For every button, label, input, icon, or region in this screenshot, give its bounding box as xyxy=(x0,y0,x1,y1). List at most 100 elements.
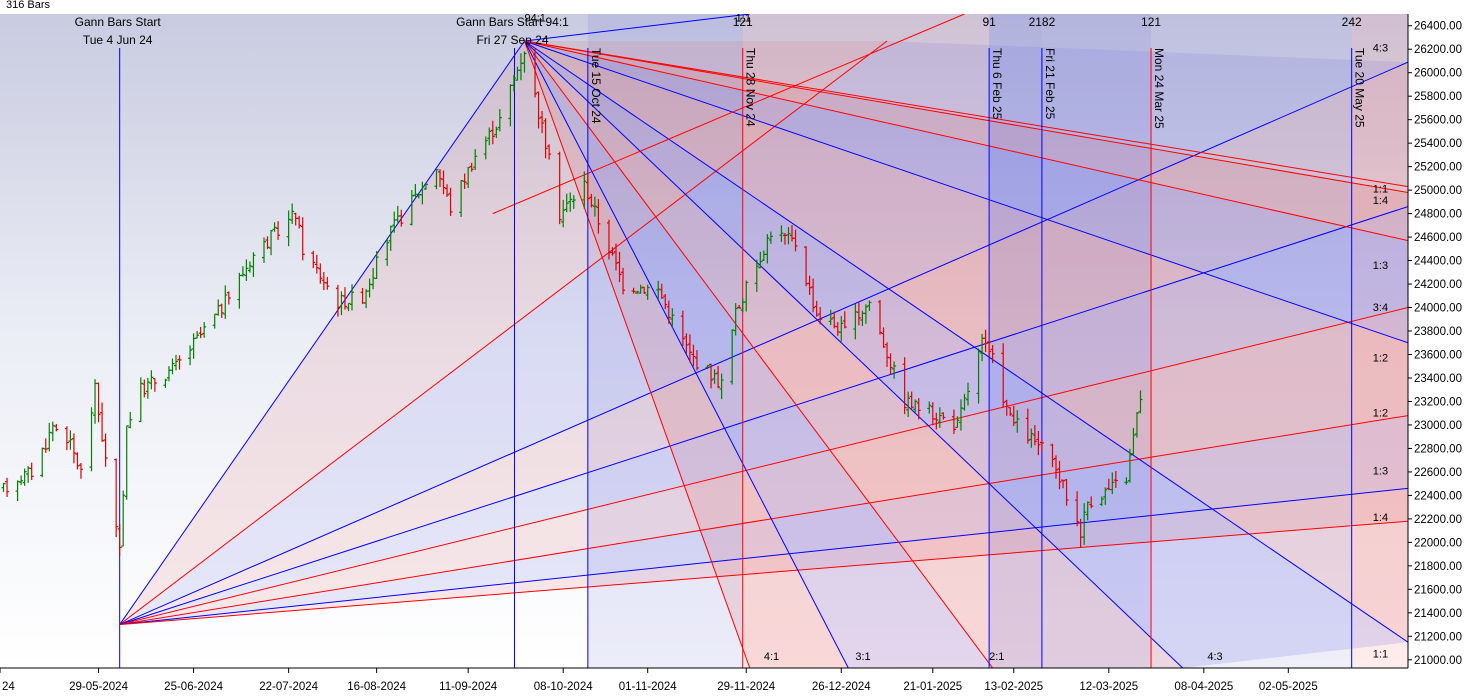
ohlc-bar xyxy=(1124,477,1129,485)
y-tick-label: 22600.00 xyxy=(1414,467,1462,479)
ohlc-bar xyxy=(265,236,270,250)
y-tick-label: 26000.00 xyxy=(1414,68,1462,80)
y-tick-label: 21600.00 xyxy=(1414,584,1462,596)
fan-ratio-label: 3:4 xyxy=(1373,302,1388,314)
ohlc-bar xyxy=(867,300,872,311)
bar-count-label: 121 xyxy=(733,15,753,29)
fan-june-line xyxy=(119,40,888,625)
ohlc-bar xyxy=(103,433,108,467)
y-tick-label: 23800.00 xyxy=(1414,326,1462,338)
ohlc-bar xyxy=(43,438,48,453)
ohlc-bar xyxy=(1075,491,1080,527)
ohlc-bar xyxy=(202,322,207,338)
ohlc-bar xyxy=(423,183,428,190)
ohlc-bar xyxy=(990,345,995,364)
ohlc-bar xyxy=(536,91,541,129)
ohlc-bar xyxy=(828,309,833,326)
ohlc-bar xyxy=(1085,501,1090,521)
fan-sep-line xyxy=(524,40,1408,242)
ohlc-bar xyxy=(589,193,594,208)
ohlc-bar xyxy=(494,126,499,139)
ohlc-bar xyxy=(170,358,175,375)
ohlc-bar xyxy=(272,222,277,232)
ohlc-bar xyxy=(596,199,601,234)
x-tick-label: 12-03-2025 xyxy=(1079,681,1138,693)
ohlc-bar xyxy=(614,243,618,271)
ohlc-bar xyxy=(448,187,453,216)
ohlc-bar xyxy=(1134,412,1139,438)
y-tick-label: 25400.00 xyxy=(1414,138,1462,150)
ohlc-bar xyxy=(163,378,168,388)
ohlc-bar xyxy=(976,348,981,404)
bar-count-label: 2182 xyxy=(1029,15,1056,29)
y-tick-label: 21000.00 xyxy=(1414,655,1462,667)
y-tick-label: 25800.00 xyxy=(1414,91,1462,103)
fan-sep-line xyxy=(524,40,1408,344)
ohlc-bar xyxy=(1099,496,1104,506)
y-tick-label: 24800.00 xyxy=(1414,209,1462,221)
ohlc-bar xyxy=(152,378,157,392)
x-tick-label: 22-07-2024 xyxy=(259,681,318,693)
ohlc-bar xyxy=(779,225,784,242)
ohlc-bar xyxy=(811,278,816,313)
y-tick-label: 21800.00 xyxy=(1414,561,1462,573)
ohlc-bar xyxy=(223,285,228,319)
anchor-label-title: Gann Bars Start xyxy=(75,15,162,29)
fan-june-line xyxy=(119,415,1408,626)
ohlc-bar xyxy=(617,251,622,283)
ohlc-bar xyxy=(937,407,942,428)
ohlc-bar xyxy=(687,334,692,363)
gann-overlay xyxy=(119,14,1408,668)
fan-sep-line xyxy=(524,40,751,668)
ohlc-bar xyxy=(121,490,126,547)
ohlc-bar xyxy=(1,482,6,492)
fan-ratio-label: 94:1 xyxy=(524,13,545,25)
anchor-label-date: Fri 27 Sep 24 xyxy=(476,33,548,47)
x-tick-label: 08-04-2025 xyxy=(1174,681,1233,693)
ohlc-bar xyxy=(543,118,548,159)
ohlc-bar xyxy=(276,221,281,240)
ohlc-bar xyxy=(441,170,446,195)
ohlc-bar xyxy=(585,176,590,202)
ohlc-bar xyxy=(909,391,914,410)
ohlc-bar xyxy=(642,286,647,295)
ohlc-bar xyxy=(244,259,249,281)
vertical-marker-label: Tue 15 Oct 24 xyxy=(589,48,603,124)
fan-ratio-label: 3:1 xyxy=(855,651,870,663)
ohlc-bar xyxy=(863,304,868,324)
ohlc-bar xyxy=(226,291,231,305)
ohlc-bar xyxy=(1064,478,1069,506)
ohlc-bar xyxy=(856,302,861,326)
ohlc-bar xyxy=(737,304,742,309)
ohlc-bar xyxy=(1011,405,1016,426)
ohlc-bar xyxy=(1082,503,1087,545)
ohlc-bar xyxy=(459,180,464,218)
zone-may-end xyxy=(1351,14,1408,668)
ohlc-bar xyxy=(592,196,597,217)
y-tick-label: 25200.00 xyxy=(1414,162,1462,174)
zone-feb-mar xyxy=(1041,14,1152,668)
ohlc-bar xyxy=(571,195,576,209)
ohlc-bar xyxy=(198,326,203,339)
ohlc-bar xyxy=(466,166,471,189)
ohlc-bar xyxy=(694,350,699,371)
y-tick-label: 26400.00 xyxy=(1414,21,1462,33)
ohlc-bar xyxy=(300,217,305,261)
ohlc-bar xyxy=(145,377,150,399)
fan-sep-line xyxy=(524,40,849,668)
x-axis-panel xyxy=(0,668,1472,698)
ohlc-bar xyxy=(100,402,105,442)
ohlc-bar xyxy=(1113,471,1118,488)
ohlc-bar xyxy=(262,237,266,263)
ohlc-bar xyxy=(955,416,960,429)
fan-june-line xyxy=(119,206,1408,626)
vertical-marker-label: Thu 6 Feb 25 xyxy=(990,48,1004,120)
ohlc-bar xyxy=(635,290,640,295)
fan-june-line xyxy=(119,487,1408,626)
fan-ratio-label: 4:3 xyxy=(1373,43,1388,55)
fan-ratio-label: 1:3 xyxy=(1373,465,1388,477)
y-tick-label: 23600.00 xyxy=(1414,350,1462,362)
ohlc-bar xyxy=(691,344,696,367)
bar-count-label: 242 xyxy=(1342,15,1362,29)
